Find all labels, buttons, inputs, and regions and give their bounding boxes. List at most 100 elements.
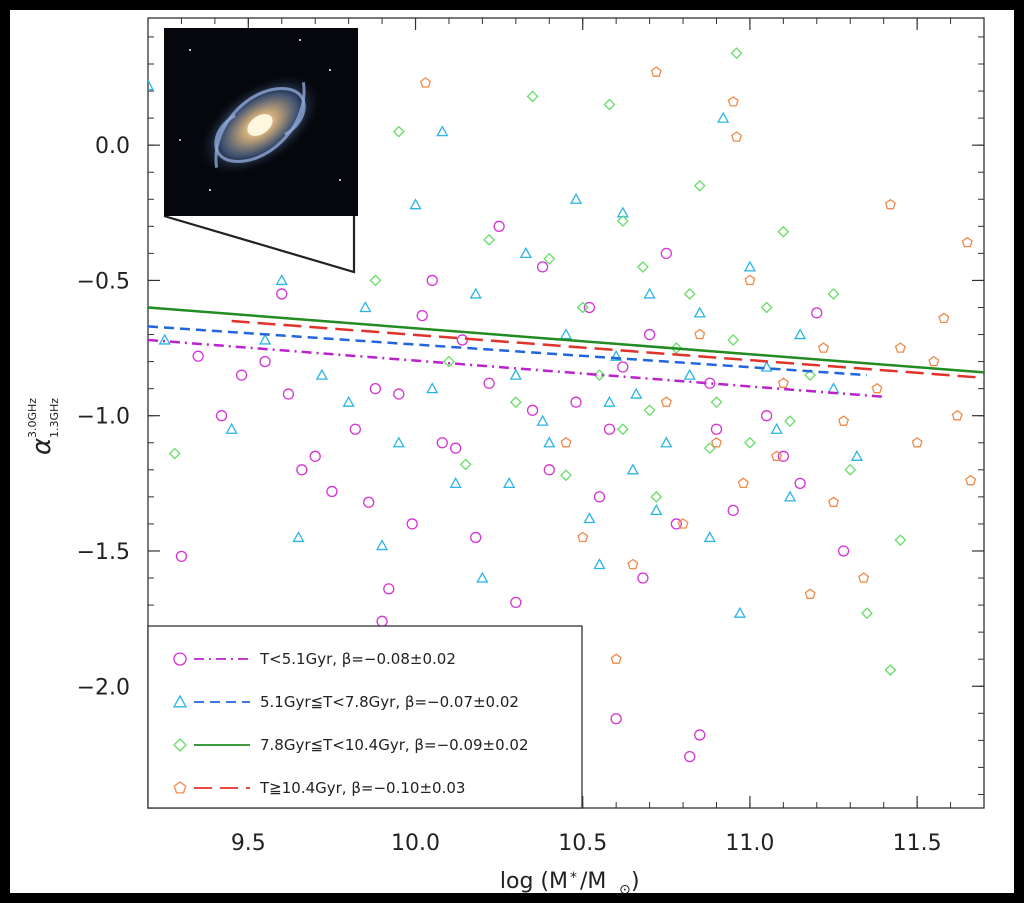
x-tick-label: 11.0	[725, 831, 774, 856]
point-triangle	[436, 125, 449, 137]
point-circle	[637, 572, 649, 584]
point-diamond	[693, 179, 706, 192]
point-diamond	[483, 233, 496, 246]
point-diamond	[804, 369, 817, 382]
point-triangle	[392, 436, 405, 448]
point-diamond	[650, 490, 663, 503]
point-diamond	[894, 534, 907, 547]
point-triangle	[543, 436, 556, 448]
point-diamond	[543, 252, 556, 265]
point-pentagon	[838, 415, 850, 426]
point-circle	[510, 596, 522, 609]
point-triangle	[643, 287, 656, 299]
point-diamond	[710, 396, 723, 409]
point-pentagon	[694, 328, 706, 340]
point-triangle	[717, 111, 730, 123]
y-tick-label: −0.5	[77, 269, 130, 294]
point-circle	[349, 423, 361, 435]
point-circle	[416, 309, 428, 322]
point-circle	[175, 550, 188, 563]
x-axis-label-mid: /M	[580, 869, 606, 893]
point-circle	[660, 247, 672, 260]
point-circle	[470, 531, 482, 544]
x-tick-label: 9.5	[231, 831, 266, 856]
point-diamond	[560, 469, 572, 482]
point-circle	[309, 450, 321, 462]
x-axis-label: log (M * /M ⊙ )	[500, 869, 640, 893]
point-triangle	[630, 387, 643, 399]
point-diamond	[683, 288, 696, 300]
point-diamond	[443, 355, 455, 368]
point-circle	[483, 377, 495, 389]
point-triangle	[626, 463, 639, 475]
data-points	[148, 47, 977, 763]
point-pentagon	[928, 355, 940, 367]
point-diamond	[744, 436, 756, 449]
point-pentagon	[627, 558, 639, 570]
point-triangle	[770, 422, 783, 434]
point-triangle	[850, 449, 864, 461]
point-circle	[760, 410, 773, 422]
point-pentagon	[817, 342, 829, 353]
point-diamond	[844, 463, 857, 476]
point-diamond	[526, 90, 539, 103]
legend-label: 7.8Gyr≦T<10.4Gyr, β=−0.09±0.02	[260, 736, 529, 754]
point-triangle	[583, 512, 596, 524]
point-pentagon	[804, 588, 816, 599]
point-circle	[536, 261, 549, 273]
point-circle	[393, 388, 405, 400]
point-triangle	[342, 395, 355, 407]
point-circle	[406, 518, 418, 530]
point-triangle	[503, 477, 516, 488]
point-diamond	[173, 738, 187, 752]
point-diamond	[369, 274, 382, 287]
point-diamond	[509, 396, 522, 409]
point-pentagon	[951, 409, 963, 421]
legend-label: T<5.1Gyr, β=−0.08±0.02	[259, 650, 456, 668]
point-pentagon	[911, 437, 923, 448]
point-circle	[235, 369, 248, 381]
point-diamond	[168, 447, 181, 460]
point-circle	[694, 729, 706, 741]
point-pentagon	[871, 382, 883, 394]
point-triangle	[650, 504, 663, 516]
point-triangle	[603, 395, 616, 407]
point-pentagon	[173, 781, 187, 794]
point-triangle	[158, 333, 171, 345]
point-triangle	[743, 260, 757, 272]
point-triangle	[660, 436, 673, 448]
point-circle	[727, 504, 739, 517]
point-diamond	[576, 301, 589, 314]
point-diamond	[727, 334, 740, 346]
point-triangle	[476, 571, 489, 583]
fit-line	[148, 306, 984, 374]
point-pentagon	[577, 531, 589, 543]
point-triangle	[693, 306, 706, 318]
point-circle	[276, 288, 288, 300]
point-circle	[296, 464, 308, 476]
point-triangle	[559, 328, 573, 340]
point-circle	[369, 383, 382, 395]
point-circle	[643, 328, 656, 341]
point-pentagon	[894, 342, 906, 353]
point-triangle	[703, 531, 716, 543]
point-triangle	[783, 490, 797, 502]
y-tick-label: 0.0	[95, 134, 130, 159]
point-circle	[837, 545, 850, 557]
point-triangle	[426, 382, 439, 394]
point-triangle	[172, 694, 188, 708]
point-pentagon	[560, 437, 572, 448]
point-circle	[526, 404, 539, 416]
point-circle	[426, 274, 438, 287]
point-pentagon	[858, 572, 870, 583]
point-pentagon	[938, 312, 950, 324]
point-circle	[259, 355, 271, 368]
point-pentagon	[650, 66, 662, 77]
fit-line	[148, 338, 884, 399]
point-circle	[383, 583, 395, 595]
y-axis-label-text: α	[27, 438, 57, 455]
point-pentagon	[731, 131, 743, 142]
point-pentagon	[677, 518, 689, 529]
fit-lines	[148, 306, 984, 399]
legend: T<5.1Gyr, β=−0.08±0.02 5.1Gyr≦T<7.8Gyr, β…	[147, 625, 583, 809]
